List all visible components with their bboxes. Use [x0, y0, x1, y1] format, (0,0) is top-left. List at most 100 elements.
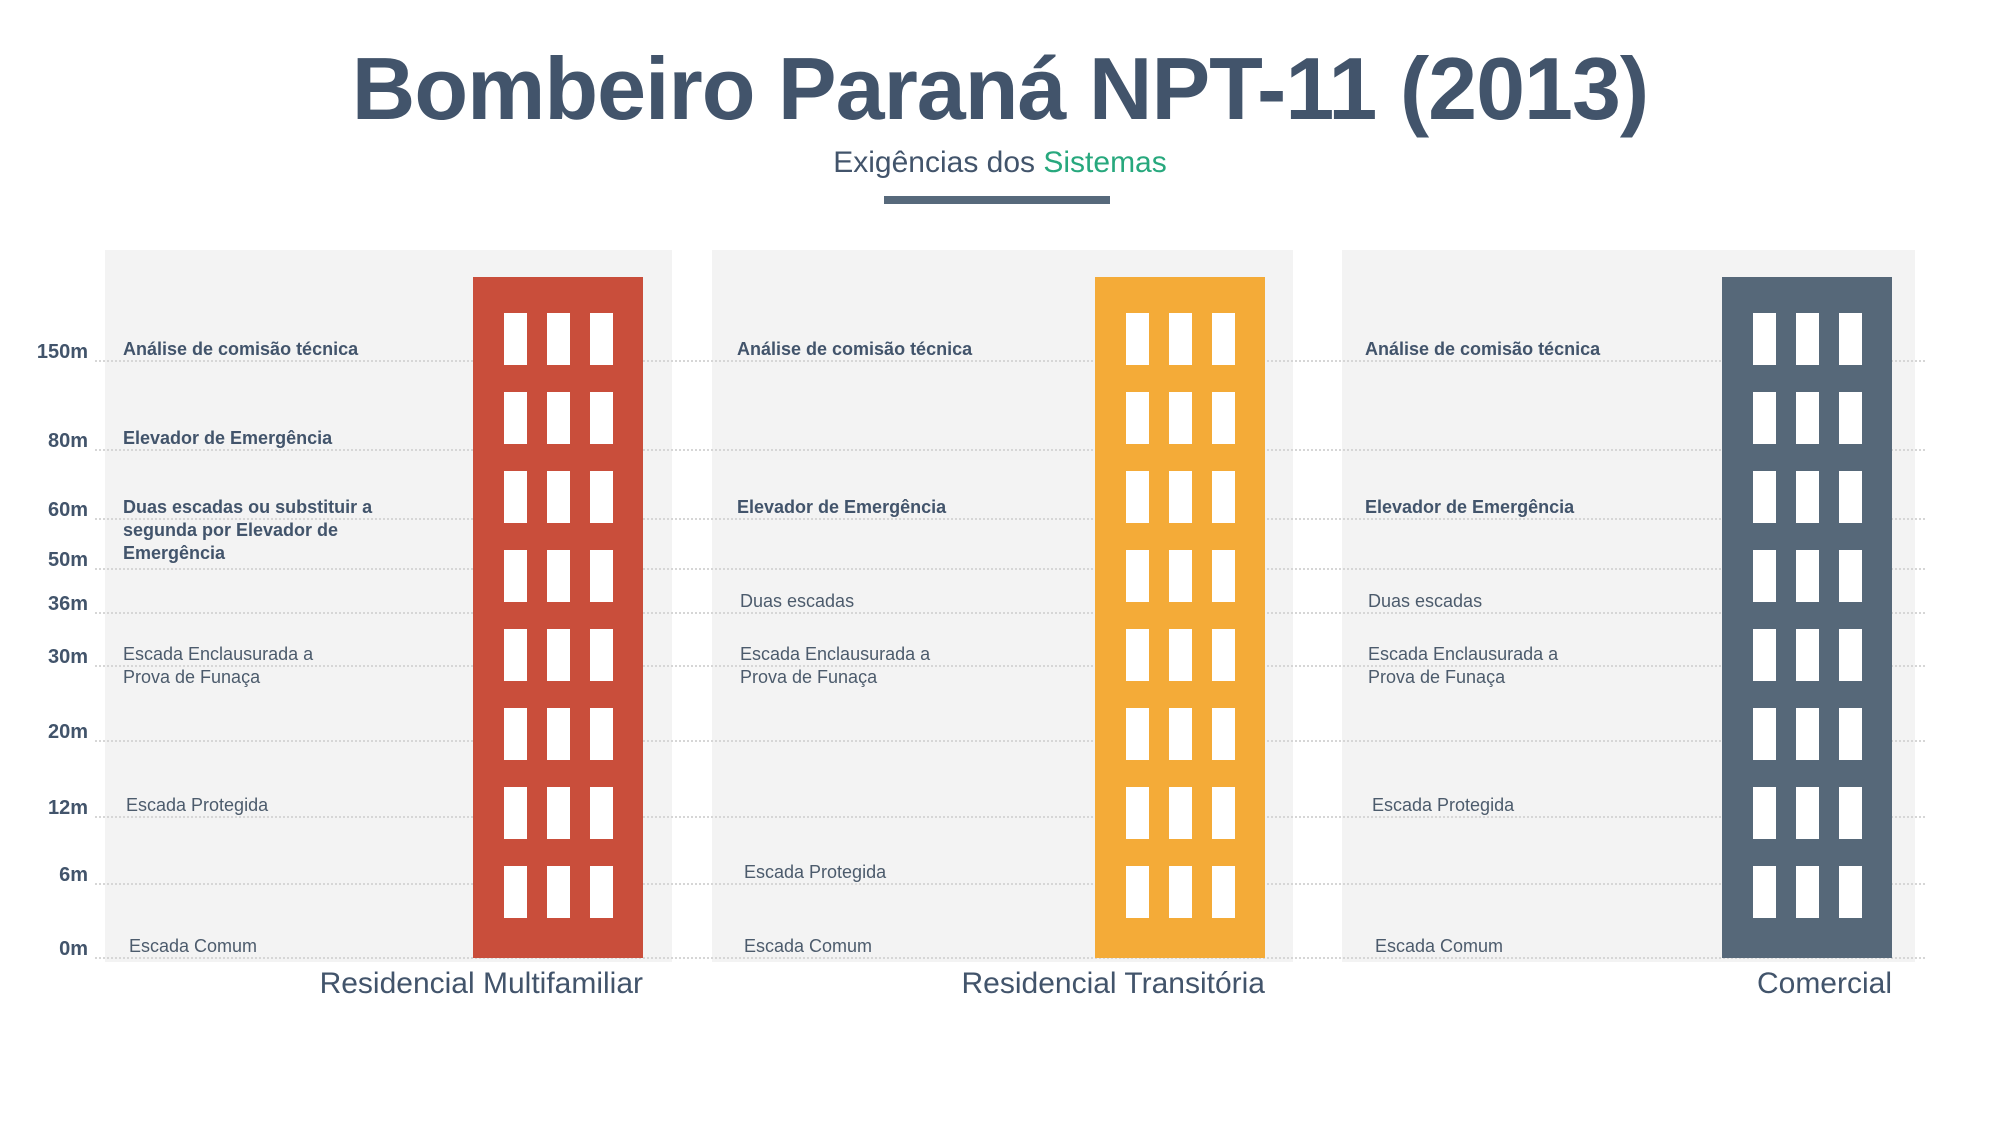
- axis-label-60m: 60m: [47, 499, 88, 521]
- window: [504, 708, 527, 760]
- building-comercial: [1722, 277, 1892, 958]
- annotation-duas-escadas-substituir: Duas escadas ou substituir a segunda por…: [123, 497, 373, 563]
- axis-label-12m: 12m: [47, 797, 88, 819]
- window: [1839, 787, 1862, 839]
- window: [504, 787, 527, 839]
- window: [1126, 629, 1149, 681]
- axis-label-50m: 50m: [47, 549, 88, 571]
- window: [1839, 708, 1862, 760]
- gridline-36m: [95, 612, 1925, 614]
- axis-label-30m: 30m: [47, 646, 88, 668]
- window: [1126, 787, 1149, 839]
- window: [590, 471, 613, 523]
- window: [1753, 313, 1776, 365]
- window: [1839, 550, 1862, 602]
- window: [1126, 866, 1149, 918]
- annotation-duas-escadas: Duas escadas: [740, 591, 855, 611]
- window: [1796, 550, 1819, 602]
- window: [1126, 313, 1149, 365]
- window: [547, 392, 570, 444]
- building-windows: [504, 313, 613, 920]
- window: [1212, 866, 1235, 918]
- window: [1753, 787, 1776, 839]
- window: [504, 313, 527, 365]
- caption-residencial-transitoria: Residencial Transitória: [961, 967, 1265, 1000]
- gridline-80m: [95, 449, 1925, 451]
- annotation-escada-enclausurada: Escada Enclausurada a Prova de Funaça: [1368, 644, 1559, 687]
- window: [1169, 866, 1192, 918]
- window: [1169, 708, 1192, 760]
- gridline-20m: [95, 740, 1925, 742]
- window: [1796, 629, 1819, 681]
- window: [1212, 471, 1235, 523]
- window: [547, 866, 570, 918]
- window: [1126, 471, 1149, 523]
- window: [504, 866, 527, 918]
- building-residencial-transitoria: [1095, 277, 1265, 958]
- window: [1212, 313, 1235, 365]
- window: [504, 629, 527, 681]
- window: [1796, 787, 1819, 839]
- window: [590, 866, 613, 918]
- window: [1126, 550, 1149, 602]
- page-subtitle: Exigências dos Sistemas: [0, 146, 2000, 180]
- window: [1796, 866, 1819, 918]
- caption-residencial-multifamiliar: Residencial Multifamiliar: [319, 967, 643, 1000]
- window: [1839, 629, 1862, 681]
- window: [547, 708, 570, 760]
- page-title: Bombeiro Paraná NPT-11 (2013): [351, 39, 1649, 138]
- window: [1839, 392, 1862, 444]
- window: [590, 550, 613, 602]
- window: [1796, 708, 1819, 760]
- gridline-12m: [95, 816, 1925, 818]
- window: [547, 550, 570, 602]
- window: [590, 787, 613, 839]
- caption-comercial: Comercial: [1756, 967, 1892, 1000]
- window: [504, 471, 527, 523]
- window: [1753, 550, 1776, 602]
- gridline-6m: [95, 883, 1925, 885]
- subtitle-highlight: Sistemas: [1043, 146, 1167, 179]
- subtitle-prefix: Exigências dos: [833, 146, 1044, 179]
- window: [1753, 392, 1776, 444]
- window: [1169, 313, 1192, 365]
- window: [547, 787, 570, 839]
- window: [1169, 787, 1192, 839]
- window: [1839, 471, 1862, 523]
- window: [1796, 471, 1819, 523]
- annotation-escada-protegida: Escada Protegida: [744, 862, 887, 882]
- window: [1212, 550, 1235, 602]
- annotation-analise-comissao: Análise de comisão técnica: [737, 339, 973, 359]
- window: [1169, 629, 1192, 681]
- window: [1126, 708, 1149, 760]
- annotation-elevador-emergencia: Elevador de Emergência: [737, 497, 947, 517]
- axis-label-36m: 36m: [47, 593, 88, 615]
- annotation-analise-comissao: Análise de comisão técnica: [1365, 339, 1601, 359]
- window: [590, 708, 613, 760]
- window: [590, 392, 613, 444]
- annotation-escada-enclausurada: Escada Enclausurada a Prova de Funaça: [123, 644, 314, 687]
- window: [1212, 787, 1235, 839]
- window: [1839, 866, 1862, 918]
- window: [1169, 392, 1192, 444]
- window: [1839, 313, 1862, 365]
- axis-label-0m: 0m: [59, 938, 88, 960]
- title-underline: [884, 196, 1110, 204]
- window: [590, 313, 613, 365]
- axis-label-150m: 150m: [36, 341, 88, 363]
- window: [1212, 629, 1235, 681]
- building-windows: [1126, 313, 1235, 920]
- window: [590, 629, 613, 681]
- annotation-escada-comum: Escada Comum: [744, 936, 873, 956]
- gridline-60m: [95, 518, 1925, 520]
- window: [1753, 471, 1776, 523]
- gridline-30m: [95, 665, 1925, 667]
- window: [1753, 629, 1776, 681]
- window: [547, 313, 570, 365]
- annotation-analise-comissao: Análise de comisão técnica: [123, 339, 359, 359]
- window: [1212, 392, 1235, 444]
- window: [1796, 392, 1819, 444]
- annotation-elevador-emergencia: Elevador de Emergência: [123, 428, 333, 448]
- window: [1753, 866, 1776, 918]
